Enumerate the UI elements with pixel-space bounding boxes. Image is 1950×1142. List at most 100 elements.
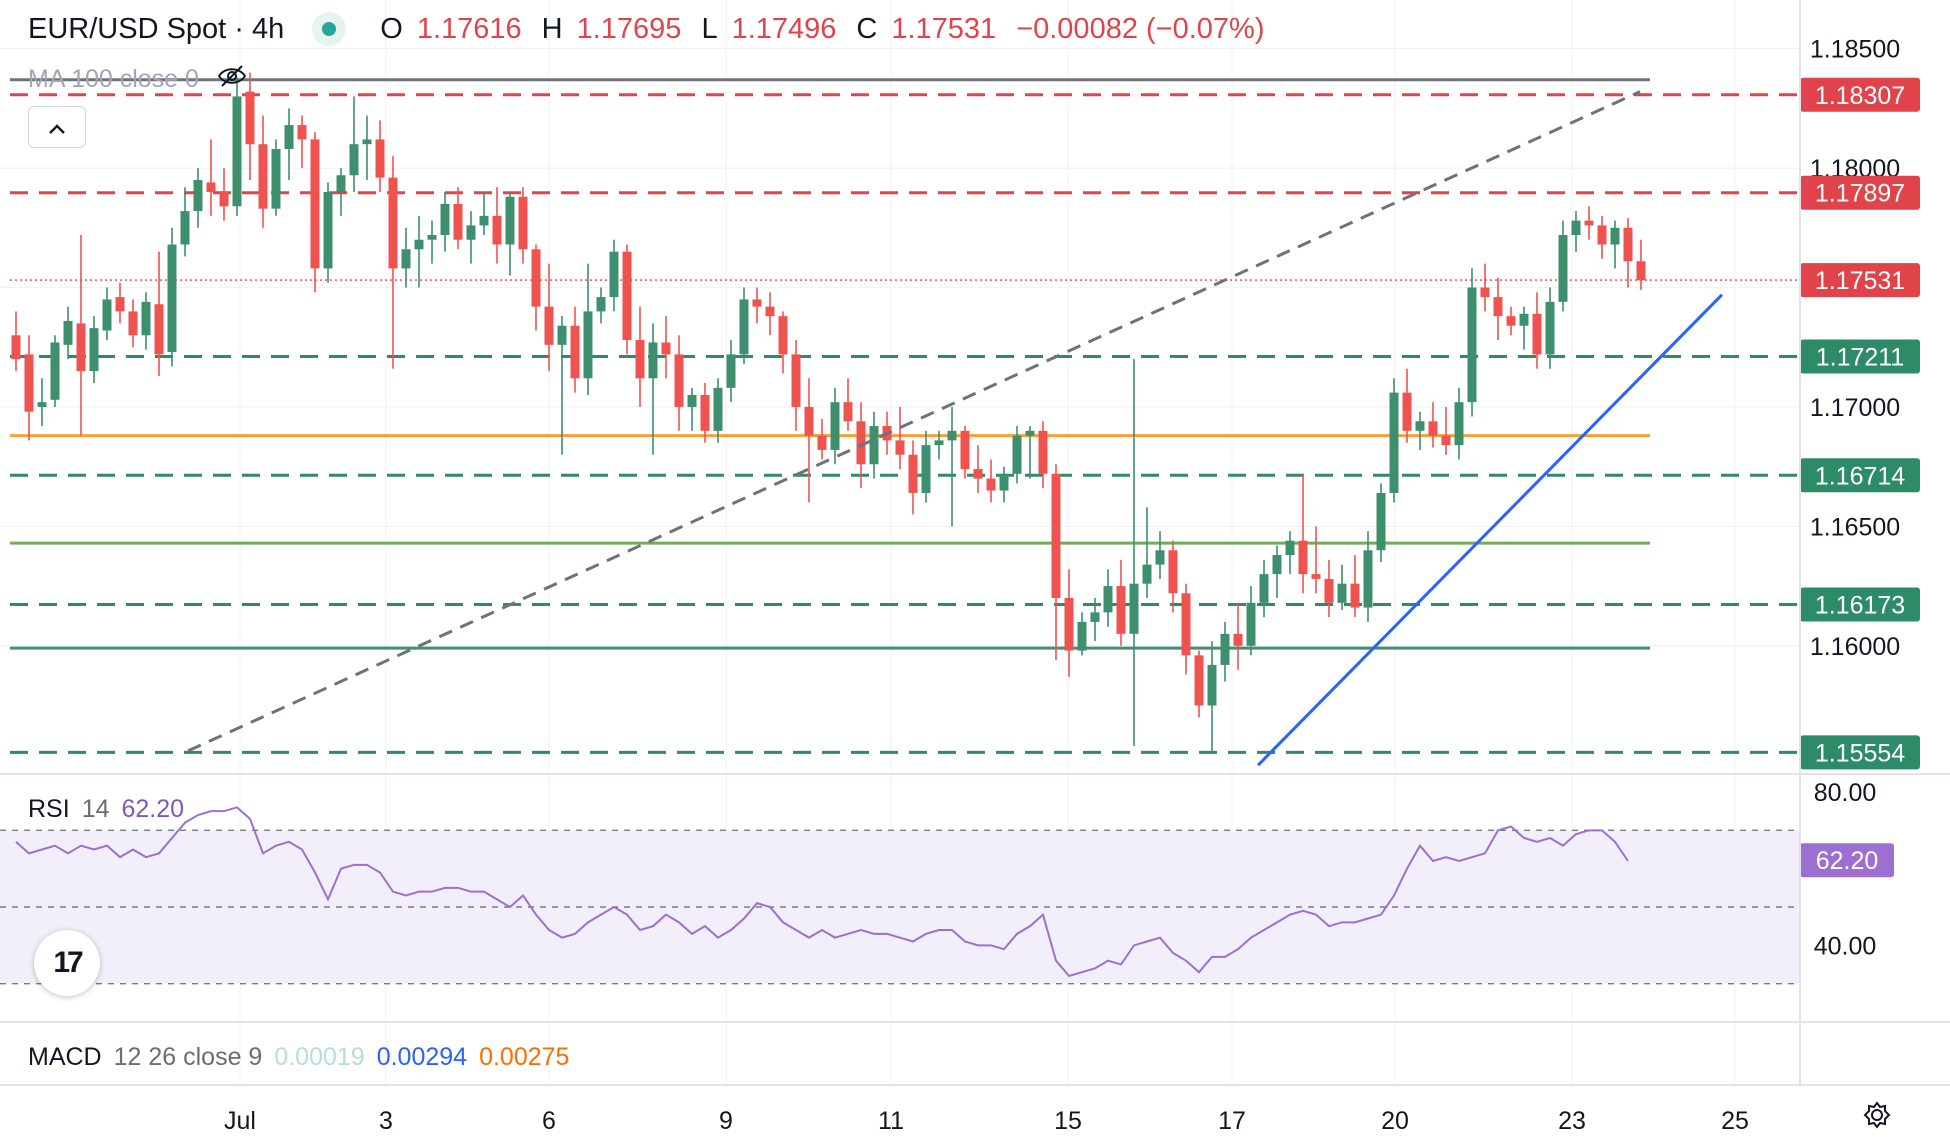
gear-icon[interactable] [1862,1100,1892,1138]
candle [427,220,437,264]
candle [1519,306,1529,350]
candle [1298,473,1308,594]
candle-body [1337,583,1347,603]
candle-body [1610,227,1620,245]
candle-body [1077,621,1087,651]
rsi-tick-label: 40.00 [1814,932,1877,960]
candle-body [1467,287,1477,403]
candle-body [1402,392,1412,431]
candle-body [752,299,762,307]
candle-body [440,203,450,235]
candle-body [401,249,411,269]
candle-body [102,299,112,331]
candle-body [1090,612,1100,622]
candle-body [739,299,749,355]
candle [141,292,151,350]
candle [1142,507,1152,599]
candle [557,316,567,455]
candle-body [1168,550,1178,594]
price-tick-label: 1.18500 [1810,36,1900,64]
candle [1623,218,1633,288]
candle-body [778,316,788,355]
candle-body [986,478,996,491]
candle [375,120,385,192]
candle-body [1454,402,1464,446]
time-tick-label: 20 [1381,1107,1409,1135]
candle-body [1012,435,1022,474]
candle-body [466,225,476,240]
candle-body [1363,550,1373,608]
candle [1493,277,1503,341]
candle [739,287,749,364]
candle [1636,239,1646,290]
candle-body [505,196,515,245]
candle-body [1623,227,1633,262]
candle [1129,359,1139,747]
price-label-box [1800,587,1920,622]
open-label: O [380,12,403,45]
collapse-legend-button[interactable] [28,106,86,148]
rsi-legend[interactable]: RSI 14 62.20 [28,795,184,824]
time-tick-label: 25 [1721,1107,1749,1135]
tradingview-logo-icon[interactable]: 17 [34,930,100,996]
candle [258,115,268,228]
candle [336,168,346,216]
candle [271,139,281,216]
candle [219,168,229,221]
macd-params: 12 26 close 9 [113,1043,263,1071]
symbol-title[interactable]: EUR/USD Spot · 4h [28,12,285,45]
candle [622,244,632,355]
candle [193,168,203,228]
candle-body [609,251,619,298]
candle [1116,559,1126,646]
candle [765,292,775,336]
candle-body [310,139,320,269]
candle [752,287,762,324]
trend-lines[interactable] [187,90,1724,767]
candle [323,182,333,283]
candle-body [1376,492,1386,551]
candle-body [388,177,398,269]
candle [479,191,489,235]
candle-body [570,325,580,379]
candle [1402,368,1412,443]
candle-body [219,191,229,207]
price-label-box [1800,458,1920,493]
candle-body [154,304,164,355]
candles [11,72,1646,751]
candle-body [1415,421,1425,431]
ascending-trendline[interactable] [1256,293,1724,767]
candle-body [1051,473,1061,599]
eye-crossed-icon[interactable] [217,64,247,95]
ma-legend[interactable]: MA 100 close 0 [28,64,247,95]
candle-body [193,180,203,212]
candle [1233,602,1243,670]
price-label-support: 1.15554 [1800,735,1920,770]
time-axis[interactable]: Jul 3 6 9 11 15 17 20 23 25 [224,1107,1749,1135]
candle [1207,641,1217,751]
price-label-box [1800,263,1920,298]
price-label-support: 1.16714 [1800,458,1920,493]
candle-body [1272,555,1282,575]
candle [1597,215,1607,259]
candle-body [557,325,567,345]
candle [11,311,21,372]
candle [986,459,996,503]
candle-body [1597,225,1607,245]
candle [687,387,697,431]
price-label-box [1800,175,1920,210]
candle-body [1038,430,1048,474]
time-tick-label: 6 [542,1107,556,1135]
candle [635,306,645,407]
candle [843,378,853,431]
candle [1545,287,1555,369]
candle [102,287,112,341]
dashed-trendline[interactable] [187,90,1641,753]
macd-legend[interactable]: MACD 12 26 close 9 0.00019 0.00294 0.002… [28,1043,569,1072]
close-value: 1.17531 [891,12,997,45]
candle [154,251,164,376]
high-value: 1.17695 [576,12,682,45]
candle [1090,598,1100,642]
low-value: 1.17496 [731,12,837,45]
